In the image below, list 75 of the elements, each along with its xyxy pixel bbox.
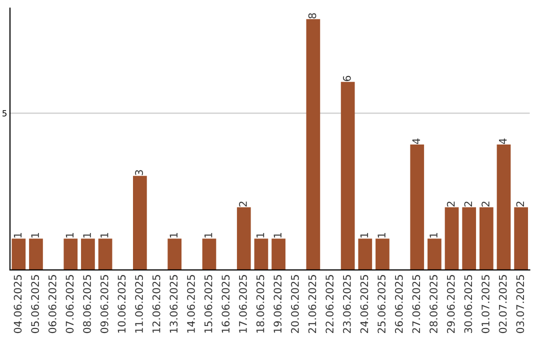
data-label: 1 — [430, 232, 438, 238]
data-label: 2 — [464, 202, 472, 206]
bar — [64, 238, 78, 270]
x-tick-label: 03.07.2025 — [516, 275, 524, 334]
bar — [133, 176, 147, 270]
bar — [480, 207, 494, 270]
data-label: 3 — [135, 170, 143, 176]
bar — [410, 144, 424, 270]
x-tick-label: 18.06.2025 — [256, 275, 264, 333]
data-label: 1 — [256, 232, 264, 238]
x-tick-label: 30.06.2025 — [464, 275, 472, 333]
x-tick-label: 24.06.2025 — [360, 275, 368, 334]
x-tick-label: 04.06.2025 — [14, 275, 22, 334]
x-tick-label: 12.06.2025 — [152, 275, 160, 333]
x-tick-label: 27.06.2025 — [412, 275, 420, 334]
bar — [29, 238, 43, 270]
x-tick-label: 11.06.2025 — [135, 275, 143, 333]
x-tick-label: 05.06.2025 — [31, 275, 39, 334]
bar — [376, 238, 390, 270]
data-label: 6 — [342, 76, 351, 82]
bar — [444, 207, 459, 270]
data-label: 1 — [14, 232, 22, 238]
bar — [12, 238, 26, 270]
bar — [496, 144, 511, 270]
bar — [168, 238, 182, 270]
bar — [81, 238, 95, 270]
x-tick-label: 06.06.2025 — [48, 275, 56, 334]
data-label: 1 — [100, 232, 108, 238]
data-label: 2 — [239, 202, 247, 206]
x-tick-label: 26.06.2025 — [394, 275, 403, 334]
bar — [272, 238, 286, 270]
data-label: 4 — [412, 138, 420, 144]
x-tick-label: 16.06.2025 — [222, 275, 230, 333]
x-tick-label: 20.06.2025 — [290, 275, 299, 334]
data-label: 2 — [516, 202, 524, 206]
x-tick-label: 08.06.2025 — [83, 275, 91, 334]
x-tick-label: 01.07.2025 — [482, 275, 490, 334]
data-label: 4 — [499, 138, 507, 144]
bar — [98, 238, 112, 270]
x-tick-label: 13.06.2025 — [170, 275, 178, 333]
x-tick-label: 17.06.2025 — [239, 275, 247, 333]
x-tick-label: 23.06.2025 — [342, 275, 351, 334]
data-label: 8 — [308, 13, 316, 18]
data-label: 2 — [446, 202, 455, 206]
data-label: 1 — [83, 232, 91, 238]
bar — [358, 238, 372, 270]
bar — [202, 238, 216, 270]
data-label: 1 — [378, 232, 386, 238]
x-tick-label: 21.06.2025 — [308, 275, 316, 334]
x-tick-label: 22.06.2025 — [326, 275, 334, 334]
data-label: 1 — [66, 232, 74, 238]
data-label: 1 — [204, 232, 212, 238]
x-tick-label: 19.06.2025 — [274, 275, 282, 333]
x-tick-label: 09.06.2025 — [100, 275, 108, 334]
bar — [514, 207, 528, 270]
x-tick-label: 02.07.2025 — [498, 275, 507, 334]
data-label: 1 — [274, 232, 282, 238]
data-label: 1 — [31, 232, 39, 238]
bar — [462, 207, 476, 270]
x-tick-label: 28.06.2025 — [430, 275, 438, 334]
data-label: 2 — [482, 202, 490, 206]
x-tick-label: 15.06.2025 — [204, 275, 212, 333]
data-label: 1 — [360, 232, 368, 238]
data-label: 1 — [170, 232, 178, 238]
x-tick-label: 29.06.2025 — [446, 275, 455, 334]
bar — [428, 238, 442, 270]
x-tick-label: 07.06.2025 — [66, 275, 74, 334]
y-tick-label: 5 — [2, 110, 6, 116]
x-tick-label: 10.06.2025 — [118, 275, 126, 333]
bar — [306, 19, 320, 270]
bar — [254, 238, 268, 270]
bar — [340, 82, 355, 270]
x-tick-label: 25.06.2025 — [378, 275, 386, 334]
x-tick-label: 14.06.2025 — [187, 275, 195, 333]
bar — [236, 207, 251, 270]
